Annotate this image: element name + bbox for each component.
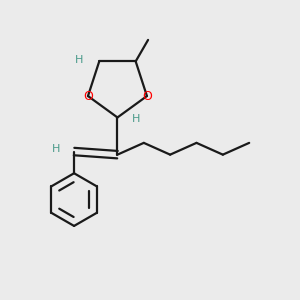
Text: O: O [142, 89, 152, 103]
Text: H: H [52, 144, 60, 154]
Text: O: O [83, 89, 93, 103]
Text: H: H [75, 55, 83, 65]
Text: H: H [132, 114, 141, 124]
